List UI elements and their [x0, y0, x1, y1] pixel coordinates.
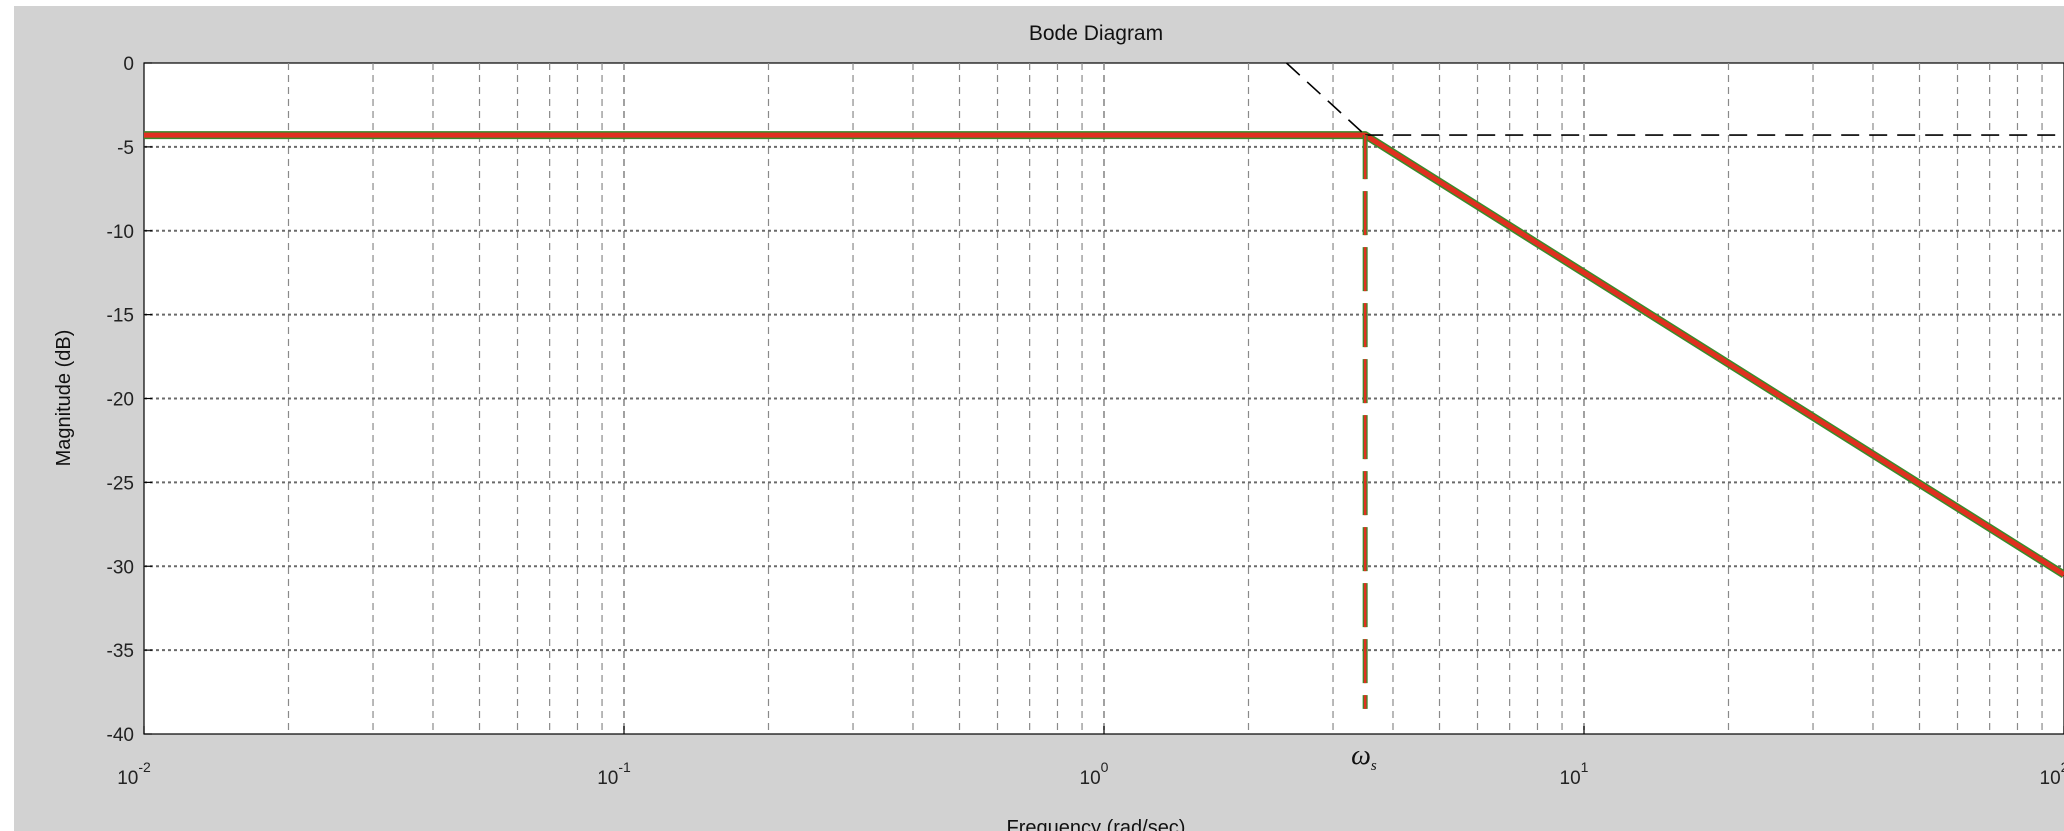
grid-lines — [144, 63, 2064, 734]
x-tick-label: 10-1 — [597, 759, 631, 789]
x-tick-label: 10-2 — [117, 759, 151, 789]
asymptote-line — [1285, 62, 1366, 136]
chart-title: Bode Diagram — [1029, 22, 1163, 45]
y-tick-label: -30 — [107, 557, 134, 578]
y-tick-label: -25 — [107, 473, 134, 494]
y-tick-label: 0 — [123, 54, 134, 75]
x-axis-label: Frequency (rad/sec) — [1007, 817, 1186, 831]
x-tick-label: 102 — [2040, 759, 2064, 789]
x-tick-label: 101 — [1560, 759, 1589, 789]
y-tick-label: -35 — [107, 641, 134, 662]
y-tick-label: -15 — [107, 306, 134, 327]
y-tick-label: -20 — [107, 390, 134, 411]
y-tick-label: -10 — [107, 222, 134, 243]
x-tick-label: 100 — [1080, 759, 1109, 789]
y-tick-label: -5 — [117, 138, 134, 159]
corner-frequency-label: ωs — [1351, 740, 1377, 774]
y-tick-label: -40 — [107, 725, 134, 746]
y-axis-label: Magnitude (dB) — [53, 330, 75, 467]
plot-area: 0 -5 -10 -15 -20 -25 -30 -35 -40 10-2 10-1 100 101 10… — [107, 54, 2064, 789]
